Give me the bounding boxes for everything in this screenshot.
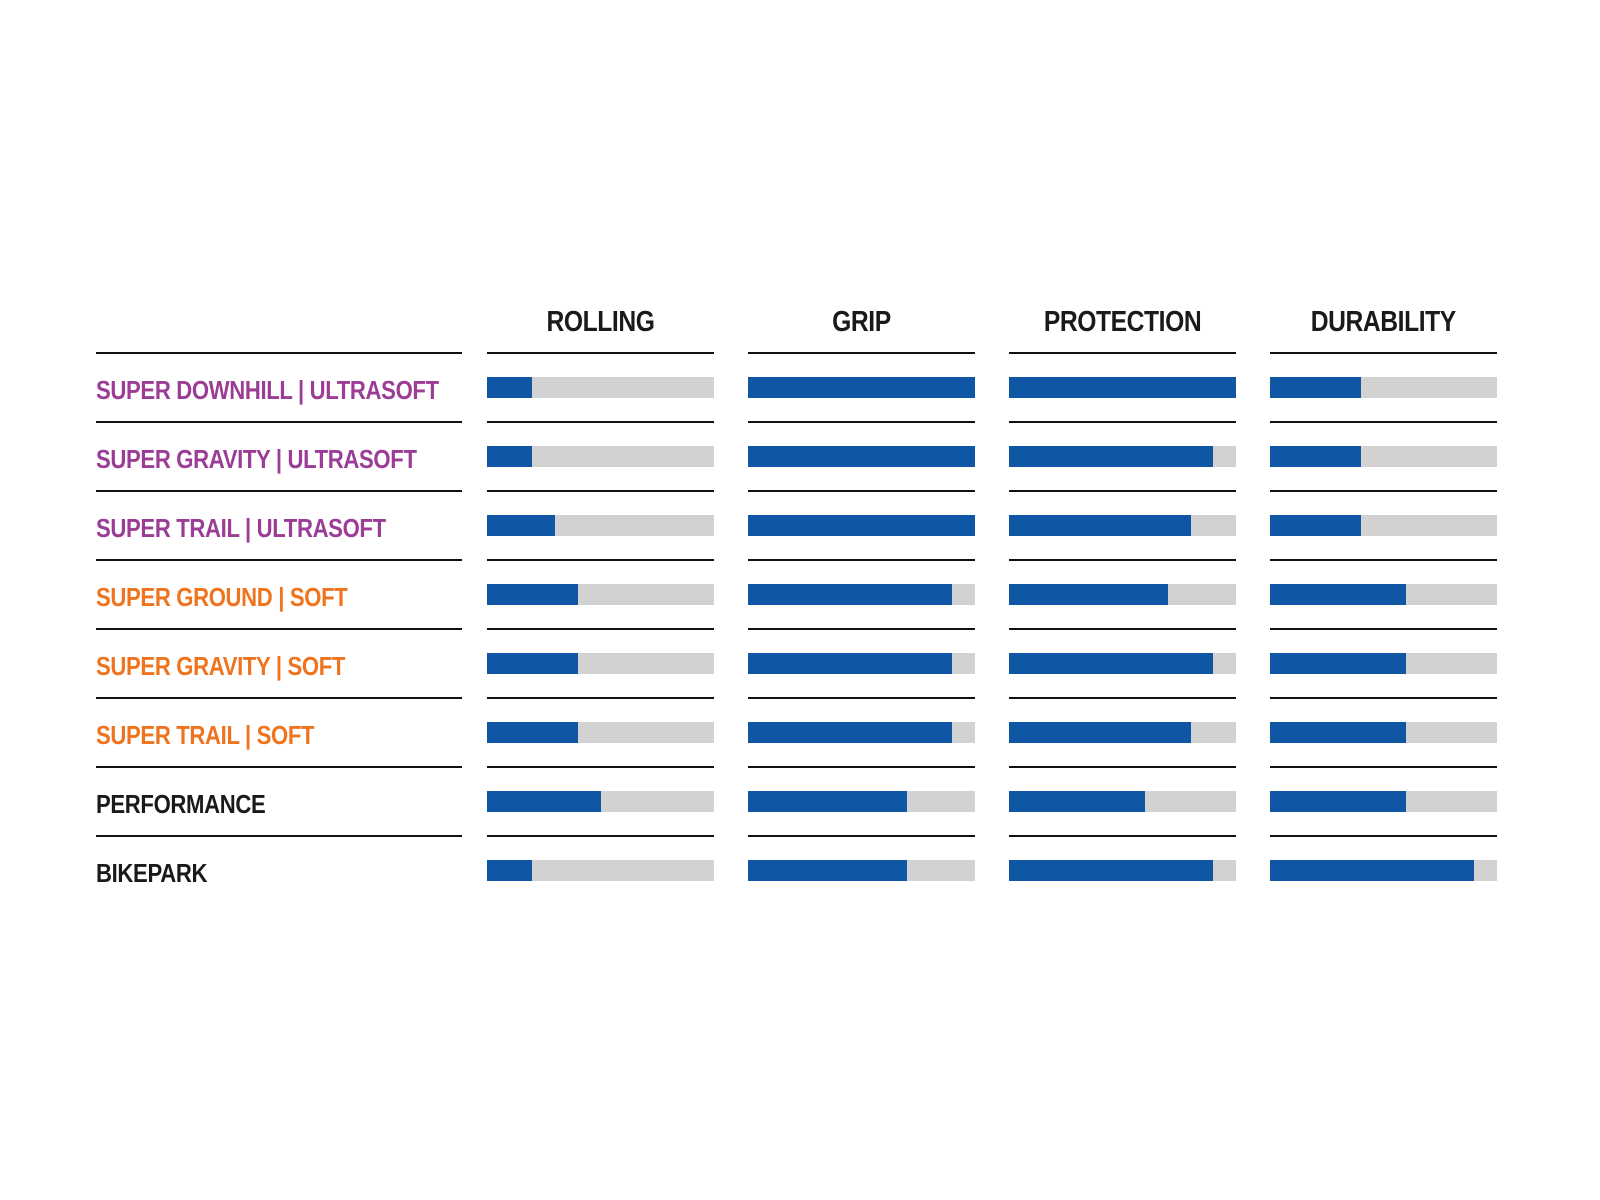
durability-bar-fill <box>1270 722 1407 743</box>
durability-bar-track <box>1270 446 1497 467</box>
table-row-performance: PERFORMANCE <box>96 766 1497 835</box>
table-row-bikepark: BIKEPARK <box>96 835 1497 904</box>
tire-compound-rating-chart: ROLLING GRIP PROTECTION DURABILITY SUPER… <box>96 296 1497 904</box>
protection-bar-fill <box>1009 860 1214 881</box>
protection-bar-track <box>1009 791 1236 812</box>
protection-bar-track <box>1009 584 1236 605</box>
protection-bar-fill <box>1009 791 1146 812</box>
row-label: BIKEPARK <box>96 858 208 888</box>
row-label: SUPER TRAIL | ULTRASOFT <box>96 513 386 543</box>
protection-bar-track <box>1009 722 1236 743</box>
durability-bar-fill <box>1270 446 1361 467</box>
grip-bar-track <box>748 722 975 743</box>
protection-bar-track <box>1009 515 1236 536</box>
table-row-super-ground-soft: SUPER GROUND | SOFT <box>96 559 1497 628</box>
row-label: SUPER TRAIL | SOFT <box>96 720 315 750</box>
table-row-super-gravity-soft: SUPER GRAVITY | SOFT <box>96 628 1497 697</box>
grip-bar-fill <box>748 584 953 605</box>
protection-bar-track <box>1009 860 1236 881</box>
grip-bar-track <box>748 515 975 536</box>
protection-bar-fill <box>1009 377 1236 398</box>
rolling-bar-track <box>487 791 714 812</box>
rolling-bar-fill <box>487 584 578 605</box>
rolling-bar-track <box>487 515 714 536</box>
protection-bar-fill <box>1009 584 1168 605</box>
rolling-bar-track <box>487 722 714 743</box>
durability-bar-track <box>1270 791 1497 812</box>
row-label: SUPER GROUND | SOFT <box>96 582 348 612</box>
rolling-bar-track <box>487 860 714 881</box>
grip-bar-fill <box>748 860 907 881</box>
rolling-bar-fill <box>487 377 533 398</box>
rolling-bar-track <box>487 377 714 398</box>
protection-bar-track <box>1009 653 1236 674</box>
grip-bar-fill <box>748 377 975 398</box>
grip-bar-fill <box>748 515 975 536</box>
column-header-rolling: ROLLING <box>546 306 655 338</box>
table-row-super-gravity-ultrasoft: SUPER GRAVITY | ULTRASOFT <box>96 421 1497 490</box>
rolling-bar-fill <box>487 860 533 881</box>
grip-bar-track <box>748 377 975 398</box>
durability-bar-track <box>1270 860 1497 881</box>
grip-bar-fill <box>748 722 953 743</box>
rolling-bar-track <box>487 446 714 467</box>
durability-bar-track <box>1270 584 1497 605</box>
table-row-super-trail-soft: SUPER TRAIL | SOFT <box>96 697 1497 766</box>
grip-bar-track <box>748 791 975 812</box>
grip-bar-fill <box>748 653 953 674</box>
protection-bar-fill <box>1009 653 1214 674</box>
table-row-super-trail-ultrasoft: SUPER TRAIL | ULTRASOFT <box>96 490 1497 559</box>
protection-bar-track <box>1009 446 1236 467</box>
durability-bar-fill <box>1270 653 1407 674</box>
durability-bar-fill <box>1270 791 1407 812</box>
row-label: SUPER DOWNHILL | ULTRASOFT <box>96 375 439 405</box>
durability-bar-fill <box>1270 377 1361 398</box>
rolling-bar-track <box>487 653 714 674</box>
column-header-grip: GRIP <box>832 306 891 338</box>
row-label: PERFORMANCE <box>96 789 266 819</box>
grip-bar-track <box>748 584 975 605</box>
durability-bar-track <box>1270 515 1497 536</box>
column-header-durability: DURABILITY <box>1310 306 1457 338</box>
rolling-bar-fill <box>487 653 578 674</box>
durability-bar-fill <box>1270 860 1475 881</box>
row-label: SUPER GRAVITY | ULTRASOFT <box>96 444 417 474</box>
protection-bar-fill <box>1009 515 1191 536</box>
grip-bar-track <box>748 860 975 881</box>
grip-bar-fill <box>748 791 907 812</box>
durability-bar-track <box>1270 653 1497 674</box>
header-spacer <box>96 296 462 352</box>
grip-bar-fill <box>748 446 975 467</box>
column-header-protection: PROTECTION <box>1043 306 1202 338</box>
column-header-row: ROLLING GRIP PROTECTION DURABILITY <box>96 296 1497 352</box>
durability-bar-fill <box>1270 584 1407 605</box>
durability-bar-fill <box>1270 515 1361 536</box>
rolling-bar-fill <box>487 515 556 536</box>
rolling-bar-track <box>487 584 714 605</box>
grip-bar-track <box>748 653 975 674</box>
durability-bar-track <box>1270 377 1497 398</box>
grip-bar-track <box>748 446 975 467</box>
durability-bar-track <box>1270 722 1497 743</box>
protection-bar-fill <box>1009 722 1191 743</box>
rolling-bar-fill <box>487 722 578 743</box>
rolling-bar-fill <box>487 446 533 467</box>
protection-bar-fill <box>1009 446 1214 467</box>
rolling-bar-fill <box>487 791 601 812</box>
protection-bar-track <box>1009 377 1236 398</box>
row-label: SUPER GRAVITY | SOFT <box>96 651 346 681</box>
table-row-super-downhill-ultrasoft: SUPER DOWNHILL | ULTRASOFT <box>96 352 1497 421</box>
